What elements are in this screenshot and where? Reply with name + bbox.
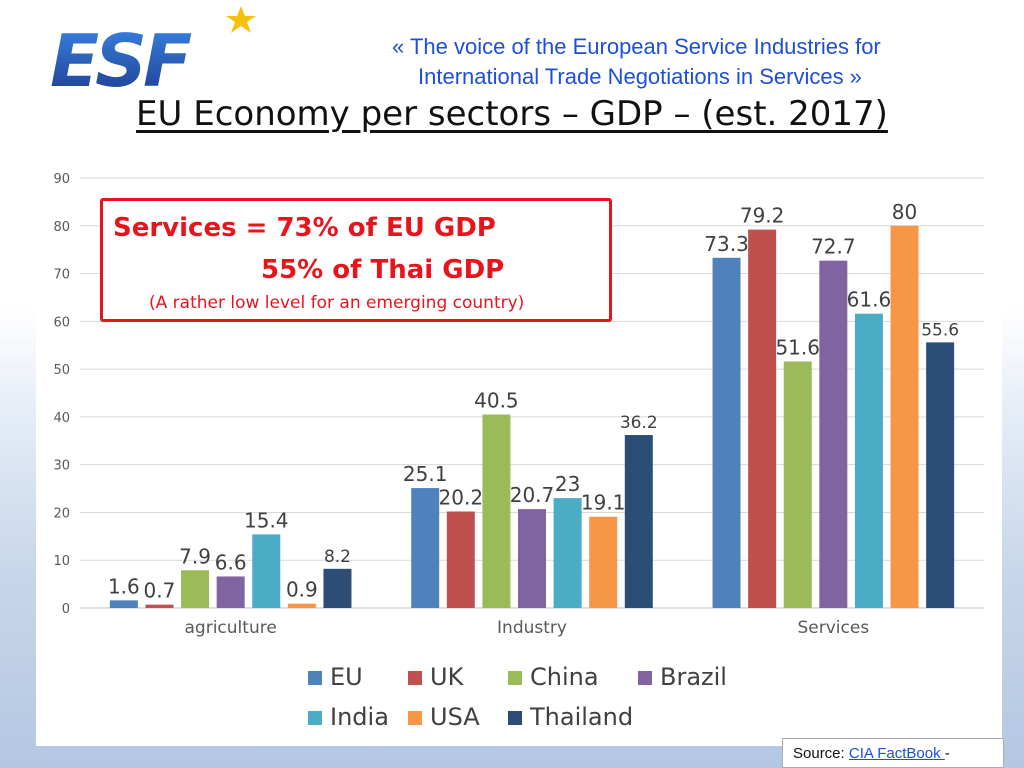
source-prefix: Source: [793, 745, 849, 762]
x-tick-label: Industry [497, 618, 567, 638]
esf-logo: ESF [50, 6, 256, 96]
legend-swatch [638, 671, 652, 685]
y-tick-label: 50 [53, 363, 70, 378]
y-tick-label: 30 [53, 459, 70, 474]
bar [819, 260, 848, 608]
callout-line-2: 55% of Thai GDP [261, 255, 505, 285]
legend-label: Brazil [660, 663, 727, 691]
bar [323, 568, 352, 608]
bar [926, 342, 955, 608]
data-label: 80 [892, 200, 917, 224]
legend-label: India [330, 703, 389, 731]
legend-label: China [530, 663, 599, 691]
bar [287, 603, 316, 608]
data-label: 61.6 [847, 288, 892, 312]
data-label: 19.1 [581, 491, 626, 515]
legend-label: EU [330, 663, 363, 691]
data-label: 15.4 [244, 508, 289, 532]
bar-chart: 0 10 20 30 40 50 60 70 80 90 1.6 0.77.9 6.6 15.4 0.9 8.… [53, 172, 984, 731]
bar [890, 225, 919, 608]
data-label: 0.7 [144, 579, 176, 603]
y-tick-label: 60 [53, 315, 70, 330]
y-tick-label: 40 [53, 411, 70, 426]
callout-line-1: Services = 73% of EU GDP [113, 213, 496, 243]
tagline: « The voice of the European Service Indu… [380, 32, 990, 92]
data-label: 20.7 [510, 483, 555, 507]
x-tick-label: agriculture [185, 618, 277, 638]
bar [411, 488, 440, 608]
bar [109, 600, 138, 608]
bar [553, 498, 582, 608]
data-label: 25.1 [403, 462, 448, 486]
bar [181, 570, 210, 608]
bar [783, 361, 812, 608]
bar [589, 516, 618, 608]
y-tick-label: 70 [53, 268, 70, 283]
data-label: 7.9 [179, 544, 211, 568]
data-label: 20.2 [439, 485, 484, 509]
data-label: 40.5 [474, 389, 519, 413]
y-tick-label: 20 [53, 506, 70, 521]
y-tick-label: 90 [53, 172, 70, 187]
data-label: 23 [555, 472, 580, 496]
source-link[interactable]: CIA FactBook [848, 745, 945, 762]
callout-box: Services = 73% of EU GDP 55% of Thai GDP… [100, 198, 612, 322]
callout-line-3: (A rather low level for an emerging coun… [149, 293, 525, 313]
bar [624, 435, 653, 608]
source-note: Source: CIA FactBook - [782, 738, 1004, 768]
legend-label: USA [430, 703, 480, 731]
y-tick-label: 0 [62, 602, 70, 617]
page-title: EU Economy per sectors – GDP – (est. 201… [136, 94, 888, 134]
source-suffix: - [944, 745, 950, 762]
data-label: 1.6 [108, 574, 140, 598]
legend-swatch [408, 711, 422, 725]
bar [712, 257, 741, 608]
bar [216, 576, 245, 608]
legend-label: Thailand [529, 703, 633, 731]
legend-swatch [408, 671, 422, 685]
data-label: 51.6 [775, 335, 820, 359]
legend-swatch [308, 711, 322, 725]
y-tick-label: 10 [53, 554, 70, 569]
data-label: 72.7 [811, 235, 856, 259]
data-label: 6.6 [215, 550, 247, 574]
bar [252, 534, 281, 608]
data-label: 79.2 [740, 204, 785, 228]
bar [748, 229, 777, 608]
legend-swatch [508, 711, 522, 725]
bar [518, 509, 546, 608]
y-tick-label: 80 [53, 220, 70, 235]
legend-swatch [508, 671, 522, 685]
star-icon [226, 6, 256, 33]
bar [145, 604, 174, 608]
data-label: 36.2 [620, 413, 658, 433]
legend-swatch [308, 671, 322, 685]
tagline-line-1: « The voice of the European Service Indu… [392, 34, 881, 59]
bar [854, 313, 883, 608]
tagline-line-2: International Trade Negotiations in Serv… [418, 64, 862, 89]
bar [446, 511, 475, 608]
data-label: 55.6 [921, 320, 959, 340]
data-label: 8.2 [324, 547, 351, 567]
bar [482, 414, 511, 608]
data-label: 0.9 [286, 578, 318, 602]
x-tick-label: Services [797, 618, 869, 638]
svg-text:ESF: ESF [50, 19, 192, 96]
data-label: 73.3 [704, 232, 749, 256]
legend-label: UK [430, 663, 465, 691]
